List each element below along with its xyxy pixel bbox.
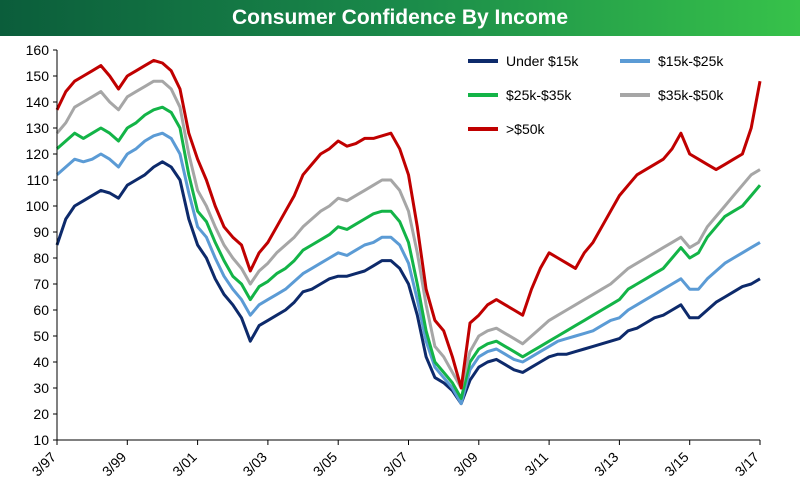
legend: Under $15k $15k-$25k $25k-$35k $35k-$50k >$5… [468,53,724,137]
legend-label: $15k-$25k [658,53,724,69]
series-line-0 [55,160,761,406]
legend-label: $25k-$35k [506,87,572,103]
y-tick-label: 40 [33,354,49,370]
y-tick-label: 90 [33,224,49,240]
y-tick-label: 160 [26,42,50,58]
y-tick-label: 60 [33,302,49,318]
y-tick-label: 50 [33,328,49,344]
x-tick-label: 3/11 [521,449,551,479]
series-line-4 [55,58,762,390]
legend-label: $35k-$50k [658,87,724,103]
x-tick-label: 3/07 [380,449,411,480]
legend-label: >$50k [506,121,546,137]
legend-label: Under $15k [506,53,579,69]
x-tick-label: 3/99 [99,449,130,480]
x-tick-label: 3/03 [239,449,270,480]
y-tick-label: 20 [33,406,49,422]
y-tick-label: 150 [26,68,50,84]
y-tick-label: 100 [26,198,50,214]
series-line-1 [56,131,761,406]
y-tick-label: 110 [27,172,50,188]
x-tick-label: 3/09 [450,449,481,480]
x-tick-label: 3/97 [29,449,60,480]
y-tick-label: 30 [33,380,49,396]
y-tick-label: 120 [26,146,50,162]
axis-layer: 10 20 30 40 50 60 70 80 90 100 110 120 130 140 150 160 3… [26,42,763,479]
chart-title: Consumer Confidence By Income [0,0,800,36]
x-tick-label: 3/13 [591,449,622,480]
series-line-3 [55,79,761,390]
chart-area: 10 20 30 40 50 60 70 80 90 100 110 120 130 140 150 160 3… [26,42,763,479]
x-tick-label: 3/17 [732,449,763,480]
x-tick-label: 3/01 [169,449,200,480]
x-tick-label: 3/15 [661,449,692,480]
y-tick-label: 10 [33,432,49,448]
y-tick-label: 130 [26,120,50,136]
series-layer [55,58,762,406]
y-tick-label: 80 [33,250,49,266]
y-tick-label: 140 [26,94,50,110]
y-tick-label: 70 [33,276,49,292]
series-line-2 [56,105,762,400]
x-tick-label: 3/05 [310,449,341,480]
